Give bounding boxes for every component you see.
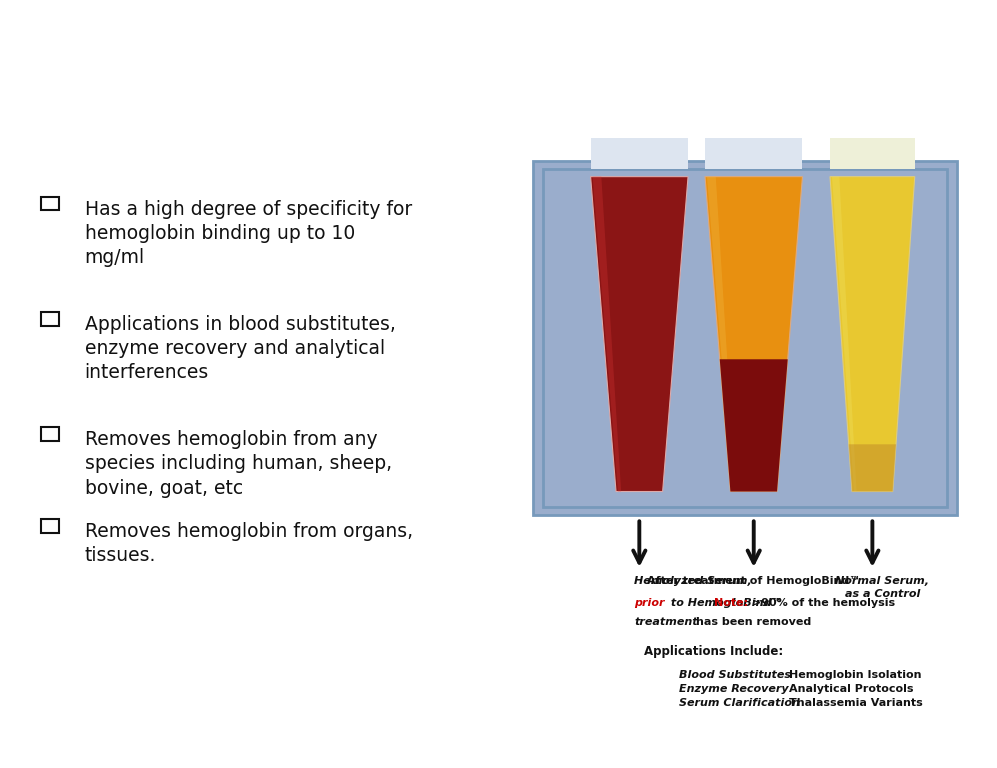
Text: to HemogloBind™: to HemogloBind™ bbox=[667, 598, 783, 607]
Polygon shape bbox=[720, 359, 788, 492]
Text: Blood Substitutes
Enzyme Recovery
Serum Clarification: Blood Substitutes Enzyme Recovery Serum … bbox=[679, 670, 800, 707]
FancyBboxPatch shape bbox=[41, 197, 59, 210]
Text: Note:: Note: bbox=[714, 598, 748, 607]
Text: prior: prior bbox=[634, 598, 665, 607]
Text: Removes hemoglobin from any
species including human, sheep,
bovine, goat, etc: Removes hemoglobin from any species incl… bbox=[85, 430, 392, 498]
Polygon shape bbox=[590, 177, 688, 492]
Polygon shape bbox=[848, 444, 896, 492]
Polygon shape bbox=[831, 177, 856, 492]
Text: Applications Include:: Applications Include: bbox=[644, 645, 784, 658]
Text: Has a high degree of specificity for
hemoglobin binding up to 10
mg/ml: Has a high degree of specificity for hem… bbox=[85, 200, 412, 267]
Text: Removes hemoglobin from organs,
tissues.: Removes hemoglobin from organs, tissues. bbox=[85, 522, 413, 565]
Text: Normal Serum,
as a Control: Normal Serum, as a Control bbox=[835, 576, 929, 599]
Text: has been removed: has been removed bbox=[696, 617, 812, 627]
Bar bbox=[533, 161, 957, 515]
Polygon shape bbox=[705, 177, 803, 492]
Polygon shape bbox=[592, 177, 621, 492]
Text: >90% of the hemolysis: >90% of the hemolysis bbox=[748, 598, 895, 607]
FancyBboxPatch shape bbox=[41, 312, 59, 326]
Text: treatment: treatment bbox=[634, 617, 698, 627]
FancyBboxPatch shape bbox=[41, 427, 59, 441]
Bar bbox=[705, 138, 803, 169]
Text: Applications in blood substitutes,
enzyme recovery and analytical
interferences: Applications in blood substitutes, enzym… bbox=[85, 315, 396, 382]
Polygon shape bbox=[830, 177, 914, 492]
Text: Hemoglobin Isolation
Analytical Protocols
Thalassemia Variants: Hemoglobin Isolation Analytical Protocol… bbox=[789, 670, 922, 707]
Bar bbox=[830, 138, 915, 169]
Bar bbox=[533, 161, 957, 515]
Bar bbox=[590, 138, 688, 169]
Text: Hemolyzed Serum,: Hemolyzed Serum, bbox=[634, 576, 752, 586]
Bar bbox=[543, 169, 947, 507]
Text: After treatment of HemogloBind™: After treatment of HemogloBind™ bbox=[647, 576, 860, 586]
Polygon shape bbox=[707, 177, 736, 492]
FancyBboxPatch shape bbox=[41, 519, 59, 533]
